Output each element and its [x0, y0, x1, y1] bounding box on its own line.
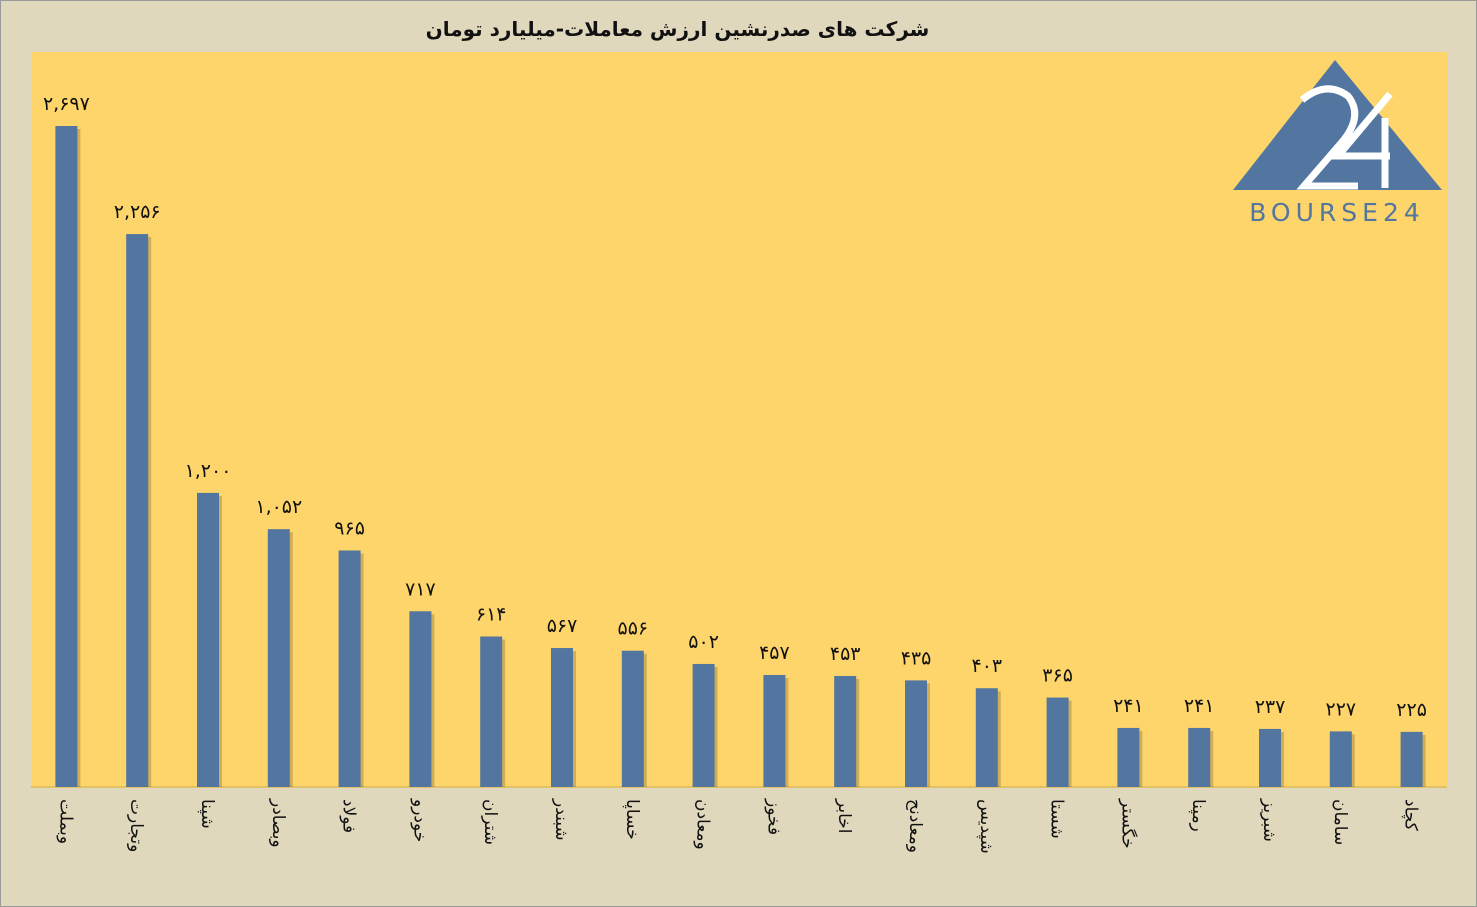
bar: [905, 680, 927, 787]
bar: [1400, 731, 1423, 787]
data-label: ۲,۶۹۷: [43, 93, 90, 115]
x-tick-label: شپدیس: [976, 799, 996, 854]
data-label: ۲۴۱: [1113, 695, 1144, 717]
x-tick-label: وبملت: [55, 799, 75, 844]
data-label: ۴۵۷: [759, 642, 790, 664]
data-label: ۵۰۲: [688, 631, 719, 653]
data-label: ۴۳۵: [901, 647, 932, 669]
data-label: ۳۶۵: [1042, 665, 1073, 687]
data-label: ۵۵۶: [617, 618, 648, 640]
data-label: ۲۳۷: [1255, 696, 1286, 718]
x-tick-label: شبندر: [551, 798, 571, 841]
bar: [1046, 697, 1069, 787]
bar: [1188, 727, 1211, 787]
x-tick-label: فولاد: [339, 799, 359, 833]
logo-digit-four: [1330, 91, 1393, 188]
bar: [1259, 728, 1281, 787]
bar: [338, 550, 361, 787]
bar: [551, 648, 573, 787]
x-tick-label: شبریز: [1259, 798, 1279, 842]
x-tick-label: سامان: [1330, 799, 1350, 845]
data-label: ۴۰۳: [971, 655, 1002, 677]
data-label: ۱,۲۰۰: [185, 460, 232, 482]
bar: [409, 611, 432, 787]
x-tick-label: شستا: [1047, 799, 1067, 839]
x-tick-label: خگستر: [1117, 798, 1138, 849]
bar: [834, 675, 857, 787]
logo-triangle: [1233, 60, 1442, 190]
logo-wordmark: BOURSE24: [1249, 198, 1425, 227]
x-tick-label: خودرو: [409, 798, 429, 842]
data-label: ۴۵۳: [830, 643, 861, 665]
bar: [267, 529, 290, 787]
data-label: ۱,۰۵۲: [255, 496, 302, 518]
bar: [1117, 727, 1140, 787]
x-tick-label: کچاد: [1401, 799, 1421, 832]
bar: [692, 663, 715, 787]
x-tick-label: رمپنا: [1188, 799, 1208, 832]
bar: [621, 650, 644, 787]
x-tick-label: شپنا: [197, 799, 217, 829]
x-tick-label: اخابر: [834, 798, 854, 834]
x-tick-label: فخوز: [763, 798, 783, 835]
data-label: ۲۴۱: [1184, 695, 1215, 717]
data-label: ۲۲۵: [1396, 699, 1427, 721]
data-label: ۷۱۷: [405, 578, 436, 600]
plot-area: [31, 52, 1447, 788]
bourse24-logo: BOURSE24: [1230, 58, 1445, 228]
data-label: ۲,۲۵۶: [114, 201, 161, 223]
x-tick-label: خساپا: [622, 799, 642, 840]
chart-title: شرکت های صدرنشین ارزش معاملات-میلیارد تو…: [425, 17, 930, 41]
x-tick-label: وتجارت: [126, 799, 146, 852]
bar: [975, 688, 998, 787]
data-label: ۵۶۷: [547, 615, 578, 637]
data-label: ۲۲۷: [1325, 698, 1356, 720]
x-tick-label: ومعادنح: [905, 799, 925, 853]
x-tick-label: وبصادر: [268, 798, 288, 848]
x-tick-label: ومعادن: [693, 799, 713, 850]
bar: [126, 234, 149, 787]
bar: [55, 126, 78, 787]
x-tick-label: شتران: [480, 799, 500, 845]
logo-digit-two: [1296, 85, 1359, 190]
data-label: ۹۶۵: [334, 517, 365, 539]
bar: [480, 636, 503, 787]
bar: [1329, 731, 1352, 787]
bar: [763, 674, 786, 787]
data-label: ۶۱۴: [476, 604, 507, 626]
bar: [197, 492, 219, 787]
